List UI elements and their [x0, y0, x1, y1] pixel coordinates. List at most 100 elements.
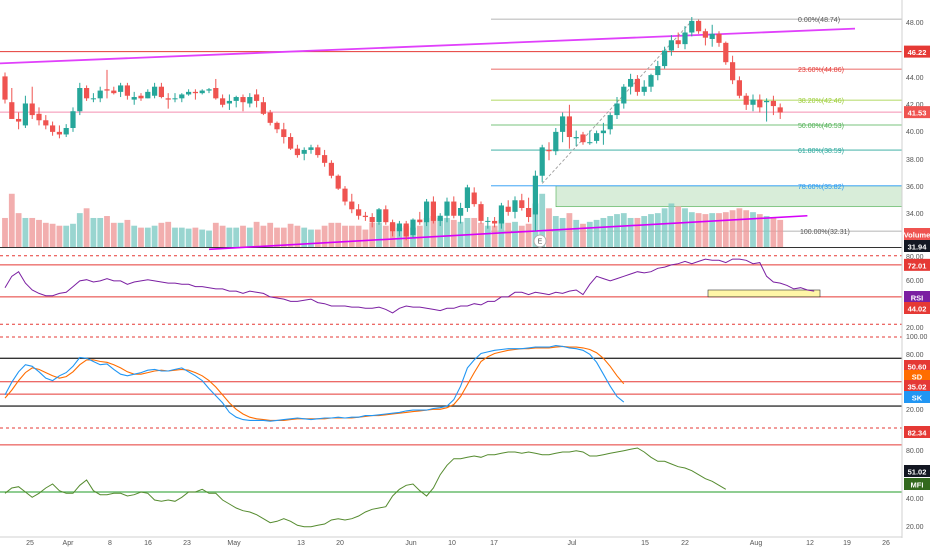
mfi-value-badge: 51.02 — [908, 468, 927, 477]
volume-bar — [750, 212, 756, 247]
volume-bar — [539, 193, 546, 247]
volume-bar — [274, 227, 280, 247]
mfi-axis-tick-label: 40.00 — [906, 496, 924, 503]
volume-bar — [471, 217, 478, 247]
candle-body — [376, 209, 382, 223]
candle-body — [349, 201, 355, 210]
volume-bar — [233, 227, 240, 247]
volume-bar — [138, 227, 144, 247]
volume-bar — [369, 222, 376, 247]
volume-bar — [464, 217, 471, 247]
volume-bar — [600, 217, 607, 247]
candle-body — [750, 99, 756, 105]
candle-body — [539, 147, 545, 176]
volume-bar — [124, 219, 131, 247]
candle-body — [301, 149, 307, 154]
candle-body — [743, 95, 749, 105]
price-axis-tick-label: 44.00 — [906, 75, 924, 82]
volume-bar — [518, 225, 525, 247]
volume-bar — [559, 217, 566, 247]
volume-bar — [702, 214, 709, 247]
volume-bar — [682, 208, 688, 247]
volume-bar — [423, 217, 430, 247]
volume-bar — [199, 229, 206, 247]
candle-body — [158, 86, 164, 98]
candle-body — [165, 98, 171, 100]
volume-bar — [348, 225, 355, 247]
volume-bar — [70, 223, 76, 247]
volume-bar — [736, 208, 743, 247]
volume-bar — [342, 225, 348, 247]
volume-bar — [396, 227, 403, 247]
price-axis-tick-label: 48.00 — [906, 20, 924, 27]
earnings-marker-icon[interactable] — [533, 234, 547, 248]
candle-body — [274, 122, 280, 130]
price-axis-tick-label: 36.00 — [906, 184, 924, 191]
stoch-sk-line — [4, 345, 625, 422]
volume-bar — [546, 208, 552, 247]
volume-bar — [688, 212, 695, 247]
candle-body — [709, 33, 715, 39]
rsi-highlight-box — [707, 289, 821, 298]
x-axis-tick-label: 20 — [336, 540, 344, 547]
price-axis-tick-label: 34.00 — [906, 211, 924, 218]
candle-body — [220, 98, 226, 105]
stoch-lower-badge-bg — [904, 380, 930, 392]
candle-body — [322, 155, 328, 163]
candle-body — [294, 148, 300, 156]
candle-body — [458, 208, 464, 216]
price-axis-tick-label: 40.00 — [906, 129, 924, 136]
volume-bar — [620, 213, 627, 247]
volume-bar — [178, 227, 185, 247]
candle-body — [675, 40, 681, 45]
volume-bar — [729, 210, 736, 247]
candle-body — [396, 223, 402, 232]
volume-bar — [158, 222, 165, 247]
x-axis-tick-label: 15 — [641, 540, 649, 547]
candle-body — [464, 187, 470, 208]
volume-bar — [763, 216, 770, 247]
candle-body — [369, 217, 375, 223]
candle-body — [471, 192, 477, 205]
fib-level-label: 78.60%(35.82) — [798, 184, 844, 191]
candle-body — [260, 102, 266, 114]
volume-bar — [260, 225, 267, 247]
candle-body — [560, 116, 566, 132]
x-axis-tick-label: 23 — [183, 540, 191, 547]
volume-bar — [104, 216, 110, 247]
mfi-upper-badge: 82.34 — [908, 429, 928, 438]
x-axis-tick-label: Aug — [750, 540, 763, 547]
candle-body — [594, 133, 600, 141]
candle-body — [254, 94, 260, 101]
volume-bar — [63, 225, 70, 247]
volume-bar — [444, 217, 450, 247]
candle-body — [77, 88, 83, 112]
volume-bar — [110, 222, 117, 247]
volume-bar — [253, 221, 260, 247]
candle-body — [485, 220, 491, 222]
volume-bar — [355, 225, 362, 247]
candle-body — [519, 200, 525, 208]
candle-body — [308, 147, 314, 150]
volume-bar — [634, 217, 641, 247]
volume-bar — [83, 208, 90, 247]
candle-body — [430, 201, 436, 221]
volume-bar — [450, 219, 457, 247]
candle-body — [63, 128, 69, 135]
candle-body — [226, 100, 232, 104]
rsi-axis-tick-label: 60.00 — [906, 278, 924, 285]
stoch-upper-badge: 50.60 — [908, 363, 927, 372]
candle-body — [97, 90, 103, 99]
x-axis-tick-label: 19 — [843, 540, 851, 547]
candle-body — [145, 91, 151, 99]
mfi-upper-badge-bg — [904, 426, 930, 438]
candle-body — [186, 91, 192, 95]
candle-body — [682, 32, 688, 45]
candle-body — [730, 62, 736, 81]
rsi-badge-bg — [904, 291, 930, 303]
fib-level-label: 100.00%(32.31) — [800, 229, 850, 236]
mfi-axis-tick-label: 80.00 — [906, 448, 924, 455]
x-axis-tick-label: 25 — [26, 540, 34, 547]
volume-bar — [185, 228, 192, 247]
